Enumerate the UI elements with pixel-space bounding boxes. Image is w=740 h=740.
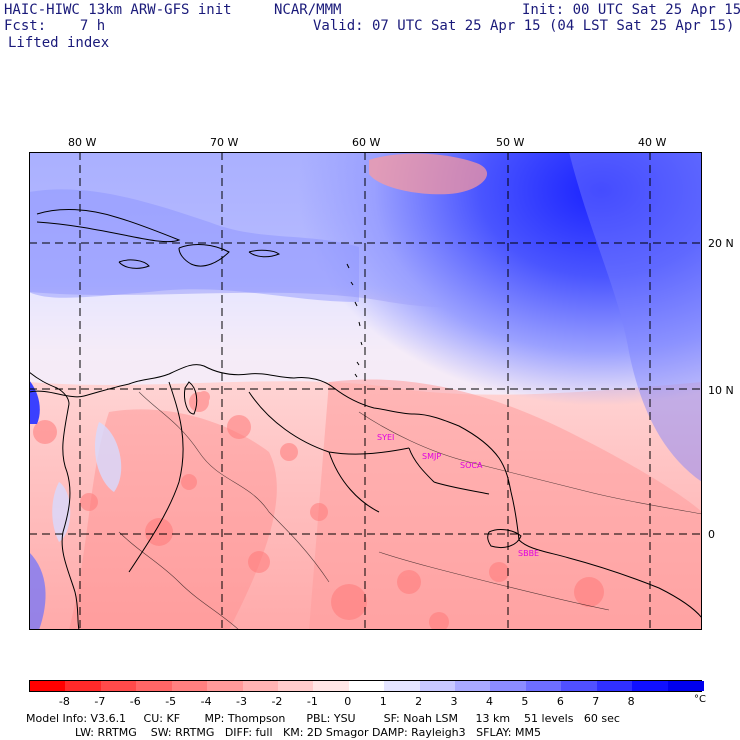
colorbar-tick-label: 1: [379, 695, 387, 708]
colorbar-cell: [596, 681, 633, 691]
colorbar-cell: [348, 681, 385, 691]
colorbar-tick-label: 4: [485, 695, 493, 708]
lon-label-40w: 40 W: [638, 136, 667, 149]
footer-physics-info: LW: RRTMG SW: RRTMG DIFF: full KM: 2D Sm…: [26, 726, 541, 739]
colorbar-tick-label: -6: [129, 695, 141, 708]
lat-label-10n: 10 N: [708, 384, 734, 397]
station-smjp: SMJP: [422, 452, 442, 461]
station-syei: SYEI: [377, 433, 395, 442]
colorbar-tick-label: -2: [271, 695, 283, 708]
colorbar-cell: [525, 681, 562, 691]
colorbar-cell: [207, 681, 244, 691]
colorbar-tick-label: 3: [450, 695, 458, 708]
colorbar-tick-label: 8: [627, 695, 635, 708]
lat-label-0: 0: [708, 528, 715, 541]
init-time: Init: 00 UTC Sat 25 Apr 15: [522, 2, 740, 18]
colorbar-tick-label: -5: [165, 695, 177, 708]
lifted-index-map: [29, 152, 702, 630]
field-name: Lifted index: [8, 35, 110, 51]
colorbar-cell: [561, 681, 598, 691]
lon-label-60w: 60 W: [352, 136, 381, 149]
lon-label-70w: 70 W: [210, 136, 239, 149]
colorbar-tick-label: -4: [200, 695, 212, 708]
forecast-hour: Fcst: 7 h: [4, 18, 106, 34]
colorbar-tick-label: 5: [521, 695, 529, 708]
valid-time: Valid: 07 UTC Sat 25 Apr 15 (04 LST Sat …: [313, 18, 735, 34]
colorbar-cell: [419, 681, 456, 691]
colorbar-tick-label: 0: [344, 695, 352, 708]
colorbar-cell: [136, 681, 173, 691]
station-sbbe: SBBE: [518, 549, 540, 558]
colorbar-tick-label: 7: [592, 695, 600, 708]
colorbar-tick-label: -1: [306, 695, 318, 708]
model-title: HAIC-HIWC 13km ARW-GFS init: [4, 2, 232, 18]
station-soca: SOCA: [460, 461, 483, 470]
colorbar-tick-label: 2: [415, 695, 423, 708]
colorbar-cell: [384, 681, 421, 691]
colorbar-cell: [313, 681, 350, 691]
lon-label-50w: 50 W: [496, 136, 525, 149]
lon-label-80w: 80 W: [68, 136, 97, 149]
colorbar-cell: [65, 681, 102, 691]
colorbar-tick-label: -8: [58, 695, 70, 708]
lat-label-20n: 20 N: [708, 237, 734, 250]
colorbar: [29, 680, 704, 692]
colorbar-cell: [100, 681, 137, 691]
colorbar-cell: [171, 681, 208, 691]
colorbar-cell: [277, 681, 314, 691]
colorbar-cell: [632, 681, 669, 691]
colorbar-unit: °C: [694, 694, 706, 705]
colorbar-tick-label: -3: [236, 695, 247, 708]
colorbar-cell: [667, 681, 704, 691]
colorbar-tick-label: 6: [556, 695, 564, 708]
colorbar-cell: [242, 681, 279, 691]
colorbar-cell: [490, 681, 527, 691]
colorbar-cell: [455, 681, 492, 691]
org-label: NCAR/MMM: [274, 2, 342, 18]
colorbar-tick-label: -7: [94, 695, 106, 708]
footer-model-info: Model Info: V3.6.1 CU: KF MP: Thompson P…: [26, 712, 620, 725]
colorbar-cell: [30, 681, 66, 691]
